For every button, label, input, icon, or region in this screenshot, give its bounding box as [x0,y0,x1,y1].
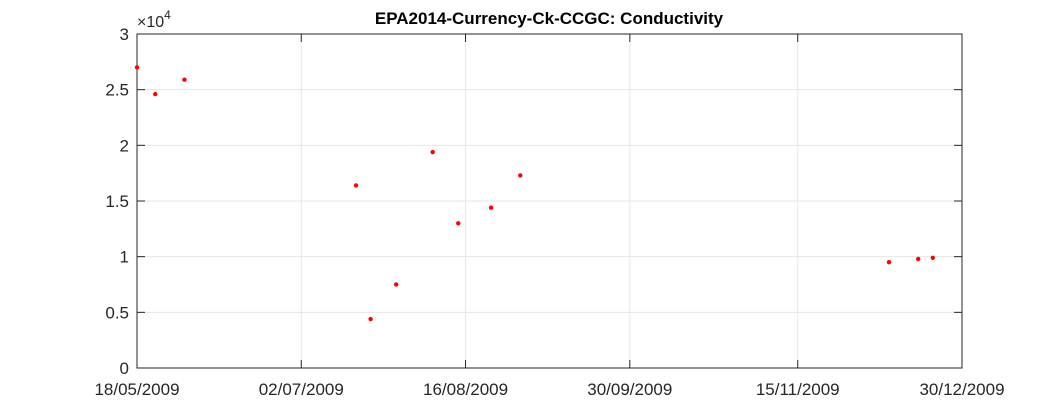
x-tick-label: 02/07/2009 [259,380,344,399]
data-point [915,256,921,262]
data-point [430,149,435,155]
y-exponent-base: ×10 [137,14,164,31]
data-point [488,205,494,210]
data-point [456,221,461,226]
x-tick-label: 16/08/2009 [423,380,508,399]
data-point [518,173,523,178]
axis-ticks [136,33,963,369]
data-point [368,316,373,322]
y-tick-label: 2.5 [105,81,129,100]
y-exponent-label: ×104 [137,8,171,31]
y-tick-label: 3 [120,25,129,44]
data-points [134,65,935,322]
x-tick-label: 15/11/2009 [756,380,840,399]
y-tick-label: 0.5 [105,303,129,322]
y-tick-labels: 0 0.5 1 1.5 2 2.5 3 [105,25,129,378]
y-tick-label: 1.5 [105,192,129,211]
chart-title: EPA2014-Currency-Ck-CCGC: Conductivity [375,9,724,28]
data-point [134,65,140,70]
data-point [930,255,935,260]
grid [137,34,962,368]
y-tick-label: 1 [120,248,129,267]
y-tick-label: 2 [120,136,129,155]
x-tick-labels: 18/05/2009 02/07/2009 16/08/2009 30/09/2009… [94,380,1004,399]
data-point [353,183,359,188]
x-tick-label: 30/12/2009 [919,380,1004,399]
data-point [153,91,158,97]
y-exponent-power: 4 [164,8,171,22]
x-tick-label: 18/05/2009 [94,380,179,399]
x-tick-label: 30/09/2009 [587,380,672,399]
data-point [393,282,399,287]
data-point [886,260,892,265]
data-point [182,77,187,82]
y-tick-label: 0 [120,359,129,378]
